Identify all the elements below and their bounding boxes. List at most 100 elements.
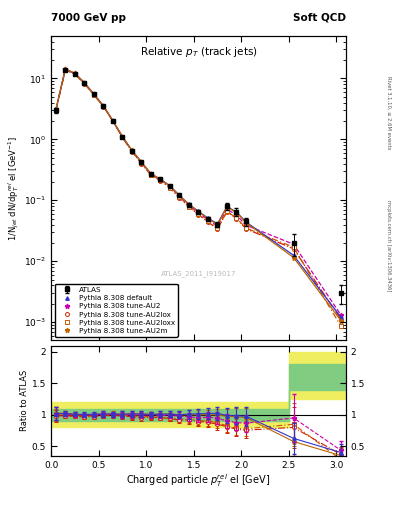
Pythia 8.308 default [291, 252, 296, 259]
Pythia 8.308 tune-AU2m [130, 147, 134, 154]
Pythia 8.308 tune-AU2lox [149, 172, 153, 178]
Pythia 8.308 tune-AU2lox [110, 118, 115, 124]
Pythia 8.308 tune-AU2 [110, 118, 115, 124]
Pythia 8.308 default [120, 134, 125, 140]
Pythia 8.308 default [196, 208, 201, 215]
Pythia 8.308 default [158, 176, 163, 182]
Pythia 8.308 tune-AU2 [149, 171, 153, 177]
Pythia 8.308 tune-AU2 [234, 212, 239, 218]
Pythia 8.308 tune-AU2loxx [149, 172, 153, 178]
Pythia 8.308 tune-AU2m [158, 176, 163, 182]
Pythia 8.308 tune-AU2 [196, 210, 201, 216]
Pythia 8.308 tune-AU2 [72, 71, 77, 77]
Y-axis label: 1/N$_{jet}$ dN/dp$^{rel}_{T}$ el [GeV$^{-1}$]: 1/N$_{jet}$ dN/dp$^{rel}_{T}$ el [GeV$^{… [7, 136, 21, 241]
Pythia 8.308 default [206, 215, 210, 221]
Pythia 8.308 default [149, 170, 153, 177]
Pythia 8.308 tune-AU2lox [72, 71, 77, 77]
Pythia 8.308 tune-AU2 [158, 177, 163, 183]
Pythia 8.308 tune-AU2 [167, 183, 172, 189]
Pythia 8.308 tune-AU2m [244, 220, 248, 226]
Pythia 8.308 default [177, 193, 182, 199]
X-axis label: Charged particle $p^{rel}_{T}$ el [GeV]: Charged particle $p^{rel}_{T}$ el [GeV] [127, 472, 270, 489]
Pythia 8.308 tune-AU2m [139, 159, 144, 165]
Pythia 8.308 tune-AU2loxx [63, 67, 68, 73]
Pythia 8.308 tune-AU2 [206, 217, 210, 223]
Pythia 8.308 tune-AU2m [215, 222, 220, 228]
Pythia 8.308 tune-AU2lox [101, 103, 106, 110]
Pythia 8.308 default [72, 70, 77, 76]
Pythia 8.308 tune-AU2 [139, 159, 144, 165]
Pythia 8.308 default [187, 201, 191, 207]
Pythia 8.308 tune-AU2loxx [339, 324, 343, 330]
Text: mcplots.cern.ch [arXiv:1306.3436]: mcplots.cern.ch [arXiv:1306.3436] [386, 200, 391, 291]
Pythia 8.308 tune-AU2 [120, 134, 125, 140]
Text: Relative $p_T$ (track jets): Relative $p_T$ (track jets) [140, 45, 257, 59]
Pythia 8.308 tune-AU2lox [158, 178, 163, 184]
Pythia 8.308 tune-AU2loxx [158, 177, 163, 183]
Pythia 8.308 tune-AU2lox [244, 226, 248, 232]
Pythia 8.308 tune-AU2m [206, 216, 210, 222]
Pythia 8.308 tune-AU2loxx [120, 134, 125, 140]
Pythia 8.308 default [139, 159, 144, 165]
Pythia 8.308 tune-AU2loxx [234, 215, 239, 221]
Pythia 8.308 tune-AU2lox [92, 92, 96, 98]
Pythia 8.308 default [92, 91, 96, 97]
Pythia 8.308 tune-AU2loxx [196, 211, 201, 217]
Pythia 8.308 tune-AU2lox [120, 134, 125, 140]
Pythia 8.308 tune-AU2lox [82, 80, 87, 87]
Pythia 8.308 tune-AU2loxx [139, 160, 144, 166]
Pythia 8.308 tune-AU2loxx [82, 80, 87, 87]
Pythia 8.308 tune-AU2 [101, 103, 106, 109]
Pythia 8.308 tune-AU2lox [177, 195, 182, 201]
Pythia 8.308 tune-AU2m [101, 103, 106, 109]
Line: Pythia 8.308 tune-AU2loxx: Pythia 8.308 tune-AU2loxx [54, 68, 343, 328]
Pythia 8.308 default [53, 107, 58, 113]
Pythia 8.308 tune-AU2loxx [101, 103, 106, 110]
Pythia 8.308 tune-AU2m [187, 202, 191, 208]
Pythia 8.308 tune-AU2 [187, 202, 191, 208]
Pythia 8.308 default [167, 183, 172, 189]
Pythia 8.308 tune-AU2lox [196, 211, 201, 218]
Pythia 8.308 tune-AU2m [120, 134, 125, 140]
Pythia 8.308 tune-AU2loxx [215, 225, 220, 231]
Pythia 8.308 default [225, 203, 230, 209]
Pythia 8.308 tune-AU2loxx [110, 118, 115, 124]
Pythia 8.308 tune-AU2loxx [167, 184, 172, 190]
Y-axis label: Ratio to ATLAS: Ratio to ATLAS [20, 370, 29, 431]
Pythia 8.308 tune-AU2loxx [244, 225, 248, 231]
Pythia 8.308 tune-AU2lox [139, 161, 144, 167]
Line: Pythia 8.308 tune-AU2: Pythia 8.308 tune-AU2 [53, 67, 343, 317]
Pythia 8.308 tune-AU2m [53, 106, 58, 113]
Pythia 8.308 tune-AU2m [149, 170, 153, 177]
Pythia 8.308 tune-AU2 [82, 80, 87, 86]
Pythia 8.308 tune-AU2 [244, 222, 248, 228]
Pythia 8.308 tune-AU2 [225, 206, 230, 212]
Pythia 8.308 default [130, 147, 134, 154]
Pythia 8.308 tune-AU2lox [53, 108, 58, 114]
Pythia 8.308 tune-AU2lox [63, 67, 68, 73]
Pythia 8.308 tune-AU2loxx [206, 218, 210, 224]
Pythia 8.308 tune-AU2 [177, 193, 182, 199]
Pythia 8.308 tune-AU2 [215, 223, 220, 229]
Pythia 8.308 tune-AU2lox [225, 208, 230, 215]
Pythia 8.308 tune-AU2 [92, 91, 96, 97]
Pythia 8.308 tune-AU2loxx [53, 108, 58, 114]
Pythia 8.308 default [63, 66, 68, 72]
Line: Pythia 8.308 default: Pythia 8.308 default [54, 67, 343, 319]
Pythia 8.308 tune-AU2m [72, 70, 77, 76]
Pythia 8.308 tune-AU2loxx [291, 244, 296, 250]
Pythia 8.308 default [215, 221, 220, 227]
Text: Rivet 3.1.10, ≥ 2.6M events: Rivet 3.1.10, ≥ 2.6M events [386, 76, 391, 150]
Pythia 8.308 tune-AU2m [225, 204, 230, 210]
Pythia 8.308 default [234, 209, 239, 215]
Pythia 8.308 tune-AU2 [291, 241, 296, 247]
Pythia 8.308 tune-AU2lox [206, 219, 210, 225]
Pythia 8.308 tune-AU2 [339, 312, 343, 318]
Line: Pythia 8.308 tune-AU2m: Pythia 8.308 tune-AU2m [53, 67, 343, 323]
Pythia 8.308 tune-AU2loxx [130, 148, 134, 154]
Pythia 8.308 tune-AU2m [234, 209, 239, 216]
Pythia 8.308 tune-AU2m [63, 66, 68, 72]
Pythia 8.308 tune-AU2m [92, 91, 96, 97]
Pythia 8.308 tune-AU2 [53, 107, 58, 113]
Pythia 8.308 tune-AU2loxx [225, 208, 230, 215]
